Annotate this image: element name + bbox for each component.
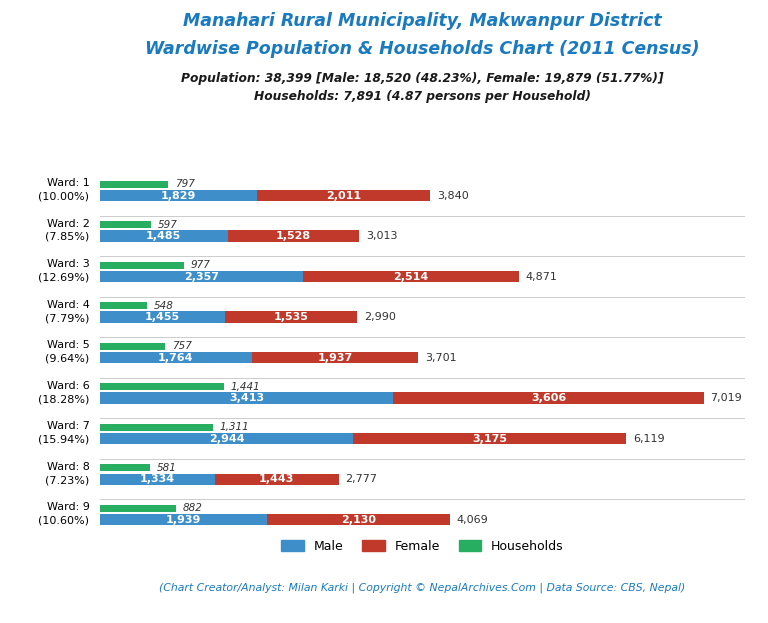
Bar bbox=[353, 433, 626, 444]
Bar bbox=[100, 271, 303, 282]
Bar bbox=[100, 181, 168, 188]
Bar bbox=[227, 231, 359, 242]
Text: 3,701: 3,701 bbox=[425, 353, 457, 363]
Text: Manahari Rural Municipality, Makwanpur District: Manahari Rural Municipality, Makwanpur D… bbox=[183, 12, 662, 31]
Bar bbox=[100, 392, 393, 404]
Text: 1,764: 1,764 bbox=[158, 353, 194, 363]
Bar bbox=[257, 190, 430, 201]
Text: 3,013: 3,013 bbox=[366, 231, 397, 241]
Text: 3,840: 3,840 bbox=[437, 191, 468, 201]
Text: 3,606: 3,606 bbox=[531, 393, 566, 403]
Text: 882: 882 bbox=[183, 503, 203, 513]
Text: Population: 38,399 [Male: 18,520 (48.23%), Female: 19,879 (51.77%)]: Population: 38,399 [Male: 18,520 (48.23%… bbox=[181, 72, 664, 85]
Bar bbox=[225, 312, 357, 323]
Text: 977: 977 bbox=[190, 260, 210, 270]
Bar bbox=[393, 392, 703, 404]
Text: 1,441: 1,441 bbox=[230, 382, 260, 392]
Text: 2,011: 2,011 bbox=[326, 191, 361, 201]
Text: 2,990: 2,990 bbox=[364, 312, 396, 322]
Text: 2,130: 2,130 bbox=[341, 515, 376, 525]
Bar bbox=[214, 473, 339, 485]
Text: 2,944: 2,944 bbox=[209, 434, 244, 444]
Text: 797: 797 bbox=[175, 179, 195, 189]
Bar bbox=[266, 514, 450, 525]
Text: 1,829: 1,829 bbox=[161, 191, 196, 201]
Text: 4,871: 4,871 bbox=[526, 272, 558, 282]
Bar bbox=[100, 190, 257, 201]
Text: 597: 597 bbox=[158, 220, 178, 230]
Text: 1,939: 1,939 bbox=[166, 515, 201, 525]
Text: 1,334: 1,334 bbox=[140, 474, 175, 484]
Bar bbox=[100, 424, 213, 431]
Text: 2,777: 2,777 bbox=[346, 474, 378, 484]
Text: 581: 581 bbox=[157, 463, 177, 473]
Bar bbox=[303, 271, 519, 282]
Bar bbox=[100, 473, 214, 485]
Bar bbox=[100, 505, 176, 512]
Text: 1,311: 1,311 bbox=[220, 422, 250, 432]
Text: 3,413: 3,413 bbox=[229, 393, 264, 403]
Bar bbox=[100, 464, 150, 472]
Text: 4,069: 4,069 bbox=[457, 515, 488, 525]
Text: 1,937: 1,937 bbox=[317, 353, 353, 363]
Bar bbox=[100, 231, 227, 242]
Text: 7,019: 7,019 bbox=[710, 393, 742, 403]
Text: 3,175: 3,175 bbox=[472, 434, 507, 444]
Text: 757: 757 bbox=[172, 341, 192, 351]
Bar bbox=[100, 221, 151, 229]
Text: 2,514: 2,514 bbox=[393, 272, 429, 282]
Bar bbox=[100, 343, 165, 350]
Bar bbox=[100, 383, 223, 391]
Text: 548: 548 bbox=[154, 301, 174, 311]
Text: Households: 7,891 (4.87 persons per Household): Households: 7,891 (4.87 persons per Hous… bbox=[254, 90, 591, 103]
Bar bbox=[100, 352, 252, 363]
Text: 1,535: 1,535 bbox=[273, 312, 309, 322]
Bar bbox=[100, 433, 353, 444]
Text: 2,357: 2,357 bbox=[184, 272, 219, 282]
Bar bbox=[100, 262, 184, 269]
Text: 1,443: 1,443 bbox=[259, 474, 294, 484]
Bar bbox=[100, 312, 225, 323]
Text: Wardwise Population & Households Chart (2011 Census): Wardwise Population & Households Chart (… bbox=[145, 40, 700, 59]
Text: 1,485: 1,485 bbox=[146, 231, 181, 241]
Text: 1,455: 1,455 bbox=[145, 312, 180, 322]
Bar bbox=[252, 352, 419, 363]
Bar bbox=[100, 302, 147, 310]
Text: 1,528: 1,528 bbox=[276, 231, 311, 241]
Bar bbox=[100, 514, 266, 525]
Legend: Male, Female, Households: Male, Female, Households bbox=[276, 535, 569, 558]
Text: (Chart Creator/Analyst: Milan Karki | Copyright © NepalArchives.Com | Data Sourc: (Chart Creator/Analyst: Milan Karki | Co… bbox=[159, 583, 686, 593]
Text: 6,119: 6,119 bbox=[633, 434, 664, 444]
